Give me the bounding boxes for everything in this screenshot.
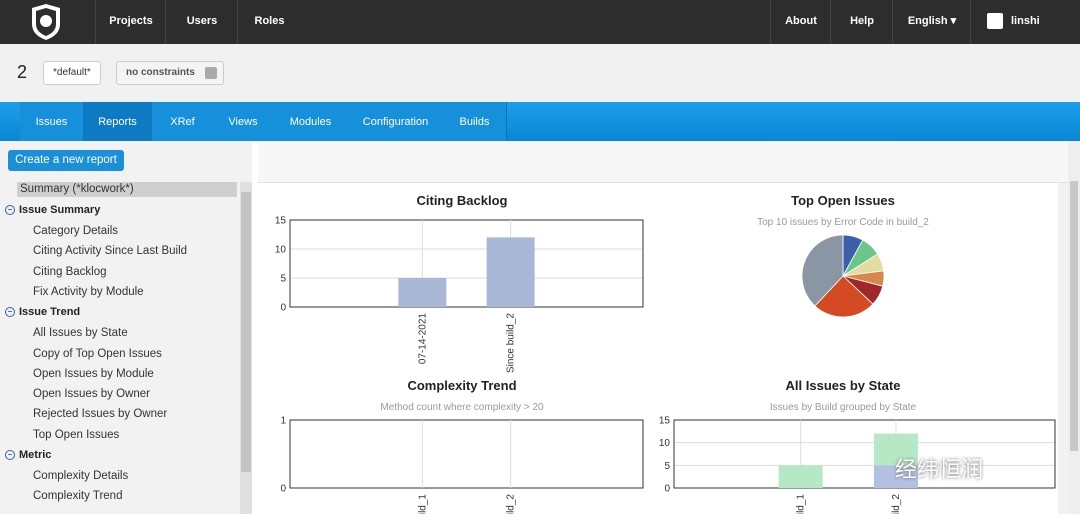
report-item[interactable]: Summary (*klocwork*) <box>20 183 134 195</box>
bar <box>398 278 447 307</box>
y-tick-label: 0 <box>280 303 286 314</box>
chart-title: All Issues by State <box>786 378 901 393</box>
report-item[interactable]: Fix Activity by Module <box>33 285 144 298</box>
pie-slice <box>814 275 874 318</box>
report-group[interactable]: Issue Summary − <box>5 204 100 216</box>
y-tick-label: 15 <box>275 216 287 227</box>
x-tick-label: Since build_2 <box>506 313 517 373</box>
x-tick-label: build_2 <box>891 494 902 514</box>
y-tick-label: 1 <box>280 416 286 427</box>
bar-segment <box>873 465 918 488</box>
chart-subtitle: Method count where complexity > 20 <box>380 402 544 413</box>
y-tick-label: 5 <box>280 274 286 285</box>
report-item[interactable]: Copy of Top Open Issues <box>33 347 162 360</box>
tab[interactable]: Modules <box>273 102 349 141</box>
page-scrollbar[interactable] <box>1068 141 1080 514</box>
report-item[interactable]: Citing Activity Since Last Build <box>33 245 188 258</box>
report-group[interactable]: Issue Trend − <box>5 306 80 318</box>
view-selector[interactable]: *default* <box>43 61 101 85</box>
tab[interactable]: XRef <box>152 102 214 141</box>
dashboard <box>258 183 1058 514</box>
nav-item[interactable]: Projects <box>95 0 166 44</box>
create-report-button[interactable]: Create a new report <box>8 150 124 171</box>
nav-item[interactable]: English ▾ <box>892 0 971 44</box>
chart-subtitle: Issues by Build grouped by State <box>770 402 917 413</box>
scrollbar[interactable] <box>240 182 252 514</box>
nav-item[interactable]: Roles <box>237 0 301 44</box>
x-tick-label: build_2 <box>506 494 517 514</box>
y-tick-label: 10 <box>275 245 287 256</box>
selected-row <box>17 182 237 197</box>
scroll-thumb[interactable] <box>241 192 251 472</box>
project-bar: 2 *default* no constraints <box>0 44 1080 103</box>
chart-title: Complexity Trend <box>407 378 516 393</box>
report-item[interactable]: Open Issues by Owner <box>33 388 150 401</box>
x-tick-label: 07-14-2021 <box>417 313 428 365</box>
report-item[interactable]: All Issues by State <box>33 327 128 340</box>
chart-title: Citing Backlog <box>416 193 507 208</box>
nav-item[interactable]: Users <box>165 0 238 44</box>
watermark: 经纬恒润 <box>895 458 984 483</box>
tab[interactable]: Reports <box>83 102 153 141</box>
report-item[interactable]: Citing Backlog <box>33 265 107 278</box>
collapse-icon[interactable]: − <box>5 205 15 215</box>
tab[interactable]: Issues <box>20 102 84 141</box>
constraints[interactable]: no constraints <box>116 61 224 85</box>
top-nav: Projects Users Roles About Help English ▾ lins… <box>0 0 1080 44</box>
chart-title: Top Open Issues <box>791 193 895 208</box>
tab[interactable]: Views <box>213 102 274 141</box>
x-tick-label: build_1 <box>796 494 807 514</box>
chart-subtitle: Top 10 issues by Error Code in build_2 <box>757 217 929 228</box>
report-item[interactable]: Rejected Issues by Owner <box>33 408 168 421</box>
report-item[interactable]: Complexity Trend <box>33 490 123 503</box>
edit-icon[interactable] <box>204 67 217 79</box>
user-name: linshi <box>1011 15 1040 27</box>
collapse-icon[interactable]: − <box>5 307 15 318</box>
collapse-icon[interactable]: − <box>5 450 15 460</box>
bar-segment <box>778 465 823 488</box>
bar-segment <box>873 433 918 466</box>
page-scroll-thumb[interactable] <box>1070 181 1078 451</box>
nav-item[interactable]: About <box>770 0 831 44</box>
tab-bar: Issues Reports XRef Views Modules Configurati… <box>0 102 1080 141</box>
bar <box>486 237 535 307</box>
sidebar: Create a new report Summary (*klocwork*)… <box>0 141 252 514</box>
user-icon <box>987 13 1003 29</box>
y-tick-label: 0 <box>664 484 670 495</box>
pie-slice <box>801 234 844 307</box>
user-menu[interactable]: linshi <box>970 0 1080 44</box>
report-item[interactable]: Category Details <box>33 225 119 237</box>
report-item[interactable]: Complexity Details <box>33 470 129 482</box>
plot-frame <box>289 219 644 308</box>
report-item[interactable]: Open Issues by Module <box>33 367 154 380</box>
y-tick-label: 0 <box>280 484 286 495</box>
x-tick-label: build_1 <box>417 494 428 514</box>
report-item[interactable]: Top Open Issues <box>33 428 120 441</box>
tab[interactable]: Builds <box>443 102 507 141</box>
y-tick-label: 15 <box>659 416 671 427</box>
y-tick-label: 10 <box>659 438 671 449</box>
logo[interactable] <box>30 4 62 40</box>
constraints-label: no constraints <box>126 67 195 78</box>
summary-bar <box>258 141 1068 183</box>
plot-frame <box>673 419 1056 489</box>
report-group[interactable]: Metric − <box>5 449 51 461</box>
tab[interactable]: Configuration <box>348 102 444 141</box>
y-tick-label: 5 <box>664 461 670 472</box>
content: 7NEW ISSUES12UNCITED ISSUES0ISSUES TO BE… <box>258 141 1068 514</box>
plot-frame <box>289 419 644 489</box>
project-number: 2 <box>17 62 28 82</box>
nav-item[interactable]: Help <box>830 0 893 44</box>
